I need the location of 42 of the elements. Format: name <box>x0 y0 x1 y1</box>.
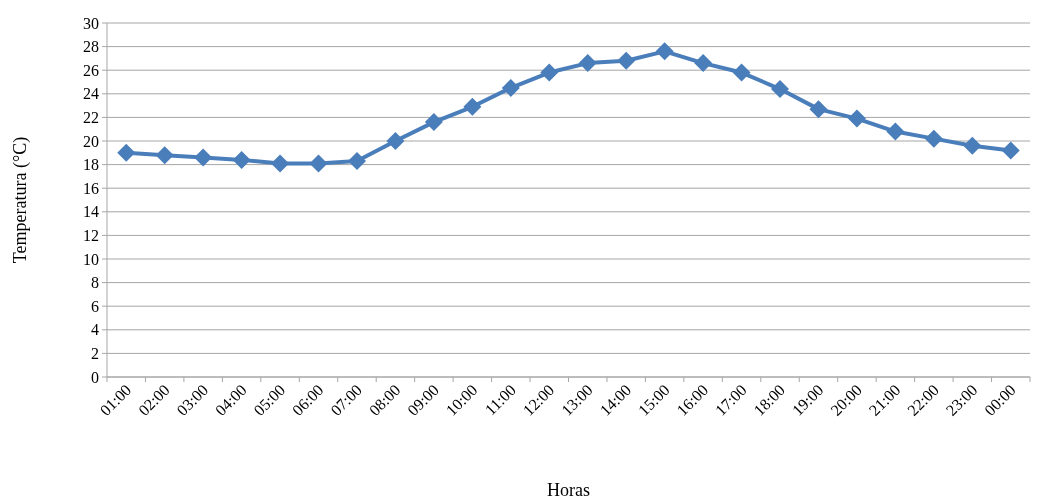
point <box>732 63 751 82</box>
point <box>424 113 443 132</box>
y-tick-label: 28 <box>83 38 99 56</box>
y-axis-title: Temperatura (°C) <box>10 136 31 264</box>
point <box>655 42 674 61</box>
y-tick-label: 6 <box>91 297 99 315</box>
y-tick-label: 26 <box>83 61 99 79</box>
point <box>463 97 482 116</box>
point <box>771 80 790 99</box>
point <box>847 109 866 128</box>
x-axis-title: Horas <box>547 480 590 500</box>
y-tick-label: 30 <box>83 14 99 32</box>
y-tick-label: 8 <box>91 274 99 292</box>
point <box>117 143 136 162</box>
y-tick-label: 16 <box>83 179 99 197</box>
y-tick-label: 24 <box>83 85 99 103</box>
y-tick-label: 20 <box>83 132 99 150</box>
point <box>694 54 713 73</box>
point <box>924 129 943 148</box>
y-tick-label: 2 <box>91 345 99 362</box>
point <box>617 51 636 70</box>
y-tick-label: 4 <box>91 321 99 339</box>
y-tick-label: 0 <box>91 368 99 386</box>
y-tick-label: 12 <box>83 227 99 244</box>
point <box>809 100 828 119</box>
point <box>271 154 290 173</box>
point <box>1001 141 1020 160</box>
point <box>232 150 251 169</box>
point <box>386 132 405 150</box>
y-tick-label: 10 <box>83 250 99 268</box>
point <box>578 54 597 73</box>
point <box>886 122 905 141</box>
point <box>309 154 328 173</box>
y-tick-label: 18 <box>83 156 99 174</box>
point <box>155 146 174 165</box>
point <box>194 148 213 167</box>
point <box>501 78 520 97</box>
y-tick-label: 22 <box>83 109 99 126</box>
point <box>963 136 982 155</box>
point <box>347 152 366 171</box>
y-tick-label: 14 <box>83 203 99 221</box>
point <box>540 63 559 82</box>
